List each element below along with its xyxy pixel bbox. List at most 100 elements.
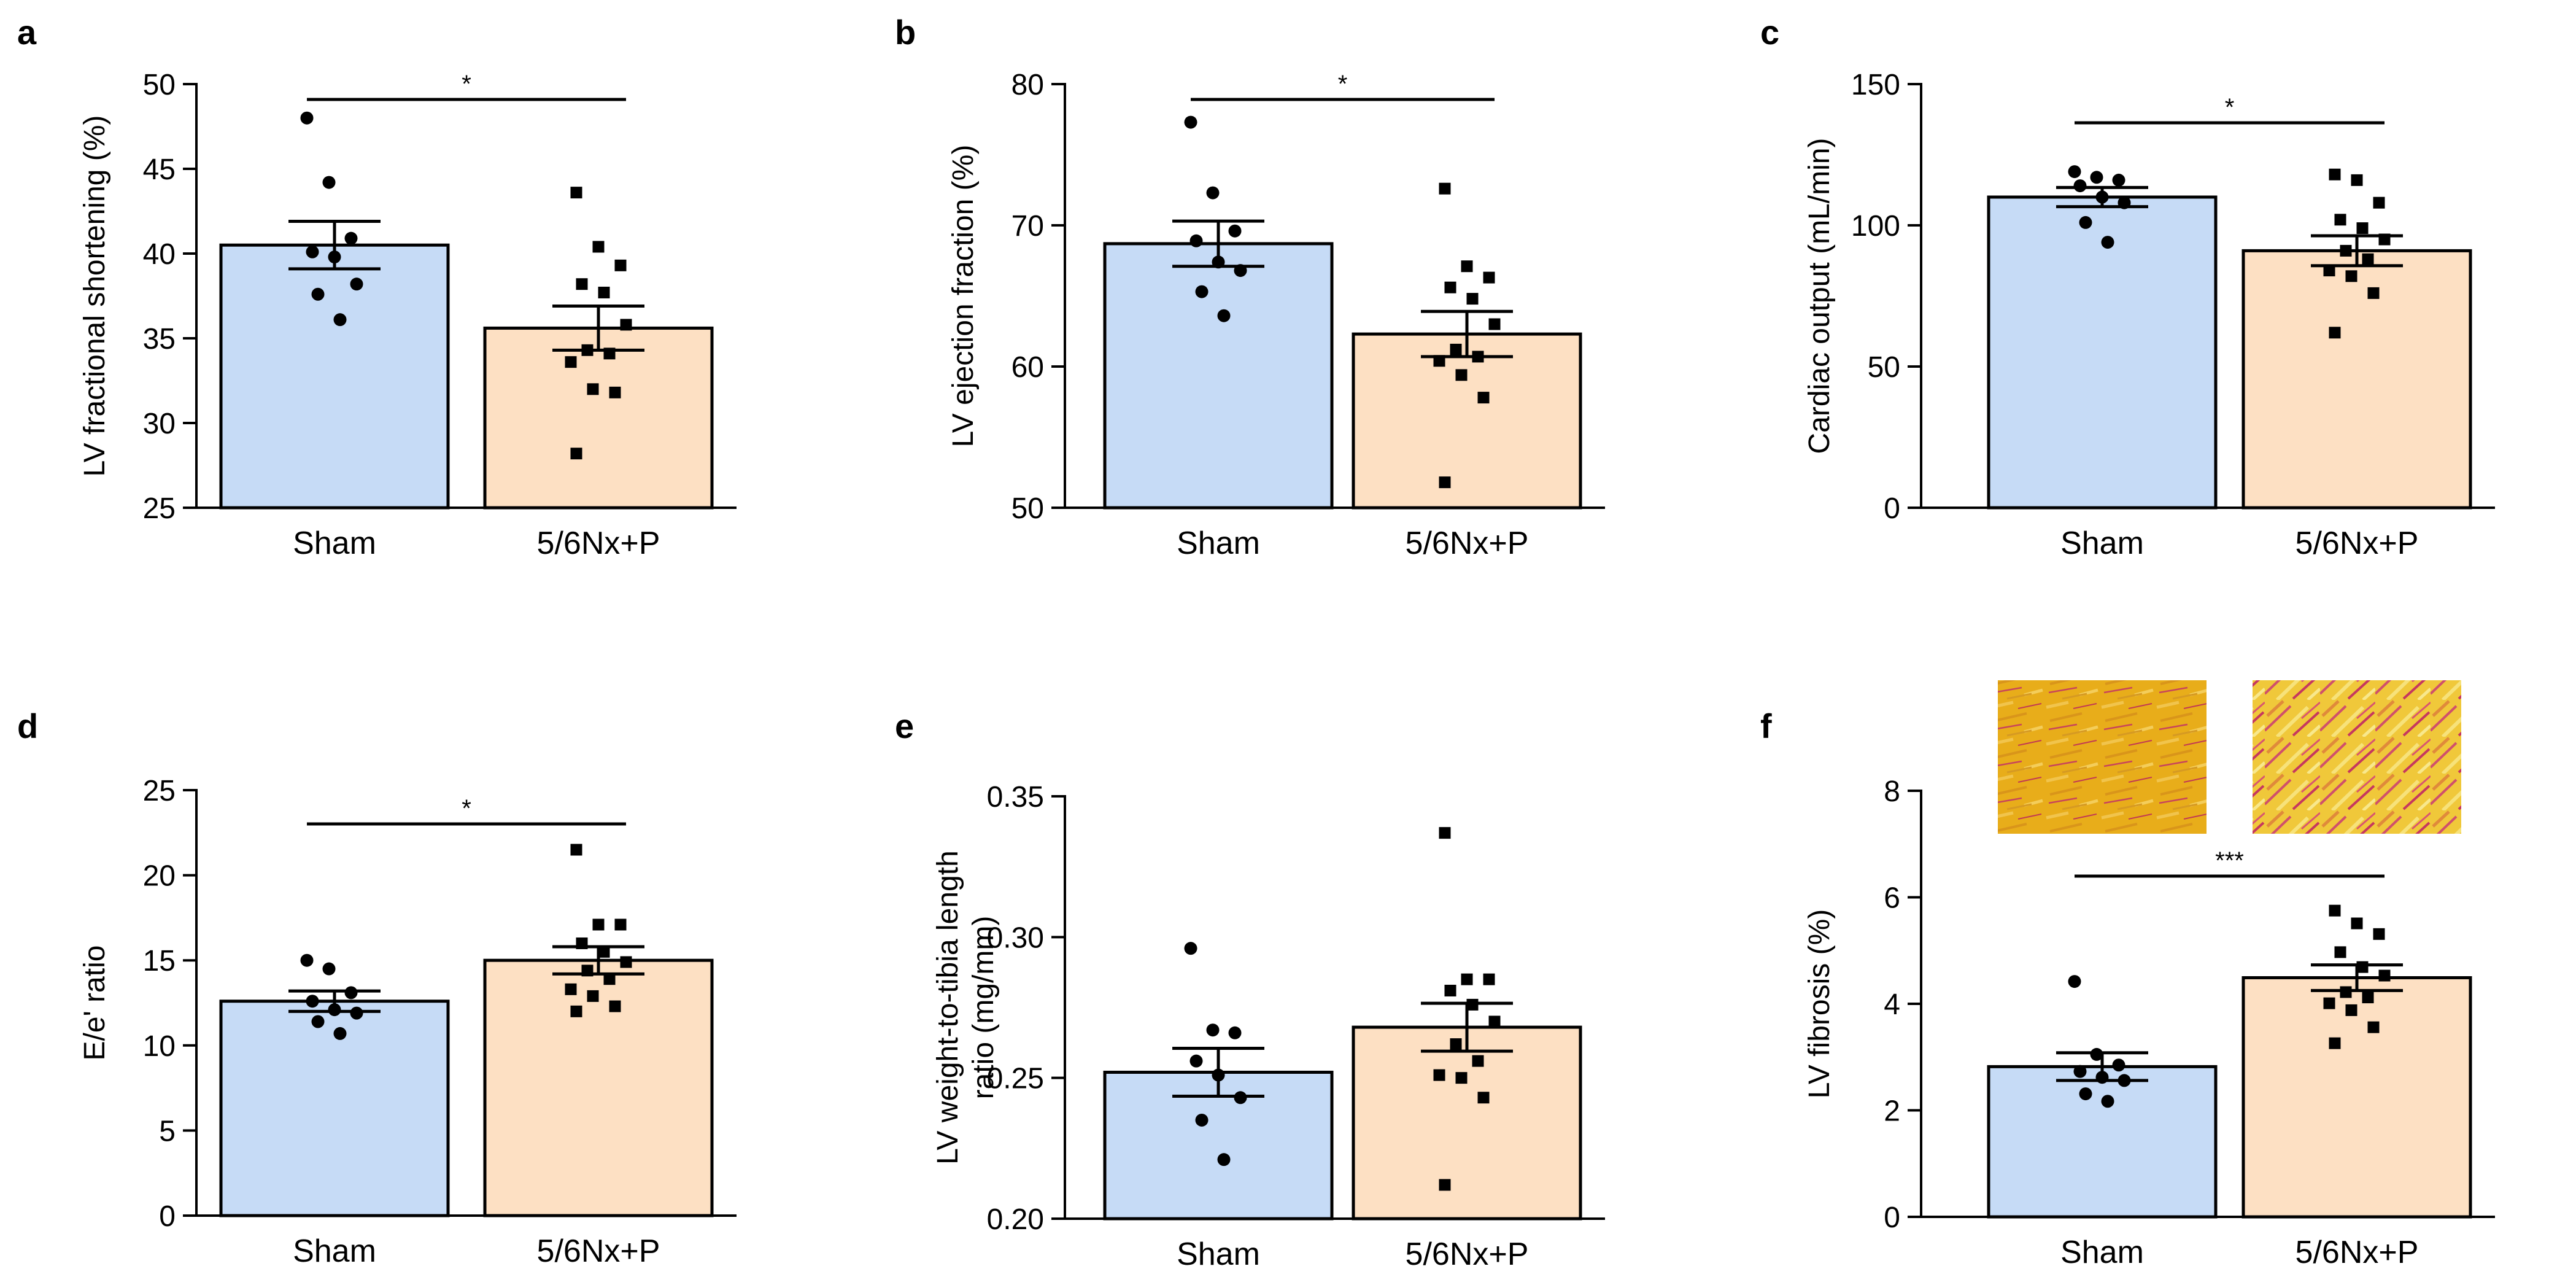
data-point-sham [1212, 255, 1225, 269]
data-point-treated [2340, 986, 2352, 998]
data-point-sham [1206, 186, 1220, 200]
data-point-sham [2068, 165, 2081, 179]
data-point-treated [587, 990, 599, 1002]
data-point-treated [614, 259, 627, 271]
data-point-treated [565, 983, 577, 995]
data-point-treated [2367, 1021, 2380, 1033]
data-point-treated [2356, 222, 2369, 235]
data-point-treated [1461, 260, 1473, 273]
data-point-sham [1184, 942, 1197, 955]
y-tick-label: 5 [159, 1115, 176, 1147]
data-point-sham [1217, 1153, 1231, 1167]
data-point-treated [1439, 182, 1451, 195]
data-point-treated [2329, 327, 2341, 339]
data-point-treated [2373, 196, 2385, 209]
data-point-sham [344, 986, 358, 1000]
data-point-treated [2362, 253, 2374, 265]
data-point-sham [311, 287, 325, 301]
category-label: 5/6Nx+P [537, 1233, 660, 1269]
y-tick-label: 0.35 [987, 781, 1044, 813]
treated-histology-image [2253, 680, 2461, 834]
data-point-treated [1488, 318, 1501, 330]
data-point-treated [570, 844, 582, 856]
y-tick-label: 6 [1884, 882, 1900, 915]
data-point-sham [350, 1006, 363, 1020]
data-point-treated [1444, 281, 1456, 293]
data-point-treated [2378, 969, 2391, 982]
data-point-treated [2329, 904, 2341, 917]
data-point-treated [576, 278, 588, 290]
y-axis-label: LV ejection fraction (%) [947, 145, 980, 448]
data-point-treated [2351, 174, 2363, 186]
data-point-sham [2073, 179, 2087, 193]
data-point-treated [1472, 1055, 1484, 1067]
data-point-treated [609, 1000, 621, 1012]
y-tick-label: 30 [143, 408, 176, 440]
bar-treated [1352, 1025, 1582, 1221]
data-point-treated [1439, 1179, 1451, 1191]
y-tick-label: 60 [1011, 351, 1044, 384]
data-point-treated [1472, 351, 1484, 363]
data-point-sham [344, 231, 358, 245]
bar-sham [1103, 242, 1334, 510]
data-point-sham [333, 1027, 347, 1040]
y-axis-label: LV weight-to-tibia length ratio (mg/mm) [932, 850, 1000, 1164]
category-label: 5/6Nx+P [2296, 526, 2419, 561]
data-point-treated [1433, 355, 1445, 367]
data-point-treated [1483, 973, 1495, 985]
data-point-treated [570, 1005, 582, 1017]
data-point-sham [2118, 1074, 2131, 1087]
data-point-sham [300, 953, 314, 967]
category-label: 5/6Nx+P [537, 526, 660, 561]
data-point-treated [1433, 1069, 1445, 1081]
panel-letter: d [17, 707, 38, 745]
panel-letter: a [17, 13, 37, 52]
data-point-treated [1444, 984, 1456, 996]
data-point-sham [300, 111, 314, 125]
y-axis-label-line: ratio (mg/mm) [967, 916, 1000, 1100]
data-point-sham [2090, 1047, 2103, 1061]
data-point-sham [322, 176, 336, 189]
data-point-sham [2095, 190, 2109, 204]
data-point-sham [1189, 1054, 1203, 1068]
data-point-treated [570, 187, 582, 199]
data-point-treated [2356, 961, 2369, 973]
category-label: 5/6Nx+P [2296, 1235, 2419, 1270]
category-label: Sham [293, 1233, 376, 1269]
bar-treated [2241, 976, 2472, 1219]
data-point-treated [2334, 214, 2346, 226]
y-tick-label: 0.30 [987, 922, 1044, 954]
data-point-treated [1466, 293, 1479, 305]
y-axis-label: Cardiac output (mL/min) [1803, 138, 1836, 454]
data-point-sham [1212, 1068, 1225, 1082]
y-tick-label: 0 [159, 1200, 176, 1233]
bar-sham [219, 1000, 450, 1217]
data-point-treated [1439, 476, 1451, 489]
panel-b: b 50 60 70 80 LV ejection fraction (%) Sham 5/6… [895, 13, 1605, 561]
data-point-treated [592, 241, 605, 253]
data-point-treated [576, 937, 588, 949]
data-point-treated [2351, 917, 2363, 930]
y-tick-label: 20 [143, 860, 176, 893]
data-point-treated [2378, 233, 2391, 246]
data-point-sham [2101, 236, 2114, 249]
panel-letter: c [1760, 13, 1779, 52]
data-point-sham [1217, 309, 1231, 322]
data-point-treated [1488, 1015, 1501, 1028]
data-point-treated [1455, 1072, 1468, 1084]
y-tick-label: 25 [143, 775, 176, 807]
data-point-sham [2112, 1058, 2125, 1072]
data-point-treated [2334, 946, 2346, 958]
data-point-sham [1195, 285, 1209, 298]
data-point-sham [2073, 1065, 2087, 1078]
y-tick-label: 4 [1884, 988, 1900, 1021]
y-tick-label: 0 [1884, 492, 1900, 525]
significance-marker: * [1338, 71, 1348, 98]
data-point-sham [322, 962, 336, 976]
data-point-treated [603, 973, 616, 985]
data-point-sham [2118, 196, 2131, 209]
y-tick-label: 70 [1011, 210, 1044, 243]
data-point-treated [2345, 270, 2357, 282]
data-point-treated [1450, 343, 1462, 355]
data-point-sham [350, 278, 363, 291]
